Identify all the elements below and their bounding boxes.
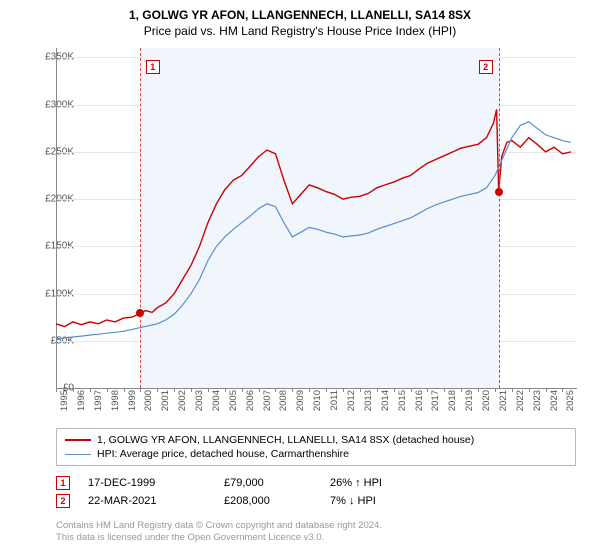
x-tick-label: 2001 bbox=[160, 390, 171, 420]
sale-row-price: £79,000 bbox=[224, 477, 324, 489]
legend-item: 1, GOLWG YR AFON, LLANGENNECH, LLANELLI,… bbox=[65, 433, 567, 447]
footnote-copyright: Contains HM Land Registry data © Crown c… bbox=[56, 520, 576, 532]
x-tick-label: 2021 bbox=[498, 390, 509, 420]
sale-table: 1 17-DEC-1999 £79,000 26% ↑ HPI 2 22-MAR-2021… bbox=[56, 474, 558, 510]
sale-row-pct: 7% ↓ HPI bbox=[330, 495, 430, 507]
sale-row-pct: 26% ↑ HPI bbox=[330, 477, 430, 489]
x-tick-label: 1995 bbox=[59, 390, 70, 420]
legend-item: HPI: Average price, detached house, Carm… bbox=[65, 447, 567, 461]
legend-label: 1, GOLWG YR AFON, LLANGENNECH, LLANELLI,… bbox=[97, 434, 474, 446]
x-tick-label: 2014 bbox=[380, 390, 391, 420]
chart-container: { "title": { "line1": "1, GOLWG YR AFON,… bbox=[0, 0, 600, 560]
sale-row: 1 17-DEC-1999 £79,000 26% ↑ HPI bbox=[56, 474, 558, 492]
x-tick-label: 2016 bbox=[414, 390, 425, 420]
x-tick-label: 2002 bbox=[177, 390, 188, 420]
sale-marker-1: 1 bbox=[146, 60, 160, 74]
sale-row-marker: 1 bbox=[56, 476, 70, 490]
sale-dot-2 bbox=[495, 188, 503, 196]
legend-swatch bbox=[65, 454, 91, 455]
x-tick-label: 2025 bbox=[565, 390, 576, 420]
x-tick-label: 2024 bbox=[549, 390, 560, 420]
legend-box: 1, GOLWG YR AFON, LLANGENNECH, LLANELLI,… bbox=[56, 428, 576, 466]
x-tick-label: 2023 bbox=[532, 390, 543, 420]
series-hpi bbox=[56, 122, 571, 339]
footnote: Contains HM Land Registry data © Crown c… bbox=[56, 520, 576, 545]
sale-row-date: 17-DEC-1999 bbox=[76, 477, 218, 489]
x-tick-label: 2009 bbox=[295, 390, 306, 420]
sale-row-date: 22-MAR-2021 bbox=[76, 495, 218, 507]
x-tick-label: 2003 bbox=[194, 390, 205, 420]
x-tick-label: 2013 bbox=[363, 390, 374, 420]
sale-row-marker: 2 bbox=[56, 494, 70, 508]
x-tick-label: 2000 bbox=[143, 390, 154, 420]
x-tick-label: 2017 bbox=[430, 390, 441, 420]
x-tick-label: 2019 bbox=[464, 390, 475, 420]
sale-dot-1 bbox=[136, 309, 144, 317]
x-tick-label: 2022 bbox=[515, 390, 526, 420]
sale-row: 2 22-MAR-2021 £208,000 7% ↓ HPI bbox=[56, 492, 558, 510]
sale-vline-1 bbox=[140, 48, 141, 388]
x-tick-label: 1996 bbox=[76, 390, 87, 420]
x-tick-label: 2006 bbox=[245, 390, 256, 420]
sale-vline-2 bbox=[499, 48, 500, 388]
chart-subtitle: Price paid vs. HM Land Registry's House … bbox=[0, 22, 600, 38]
x-tick-label: 2011 bbox=[329, 390, 340, 420]
x-tick-label: 2008 bbox=[278, 390, 289, 420]
footnote-licence: This data is licensed under the Open Gov… bbox=[56, 532, 576, 544]
sale-marker-2: 2 bbox=[479, 60, 493, 74]
x-tick-label: 1998 bbox=[110, 390, 121, 420]
x-tick-label: 1997 bbox=[93, 390, 104, 420]
x-tick-label: 2010 bbox=[312, 390, 323, 420]
x-tick-label: 2015 bbox=[397, 390, 408, 420]
series-property bbox=[56, 109, 571, 326]
x-tick-label: 2020 bbox=[481, 390, 492, 420]
x-tick-label: 2012 bbox=[346, 390, 357, 420]
legend-label: HPI: Average price, detached house, Carm… bbox=[97, 448, 349, 460]
legend-swatch bbox=[65, 439, 91, 441]
x-tick-label: 2004 bbox=[211, 390, 222, 420]
sale-row-price: £208,000 bbox=[224, 495, 324, 507]
x-tick-label: 1999 bbox=[127, 390, 138, 420]
x-tick-label: 2018 bbox=[447, 390, 458, 420]
x-tick-label: 2007 bbox=[262, 390, 273, 420]
x-tick-label: 2005 bbox=[228, 390, 239, 420]
chart-title-address: 1, GOLWG YR AFON, LLANGENNECH, LLANELLI,… bbox=[0, 0, 600, 22]
